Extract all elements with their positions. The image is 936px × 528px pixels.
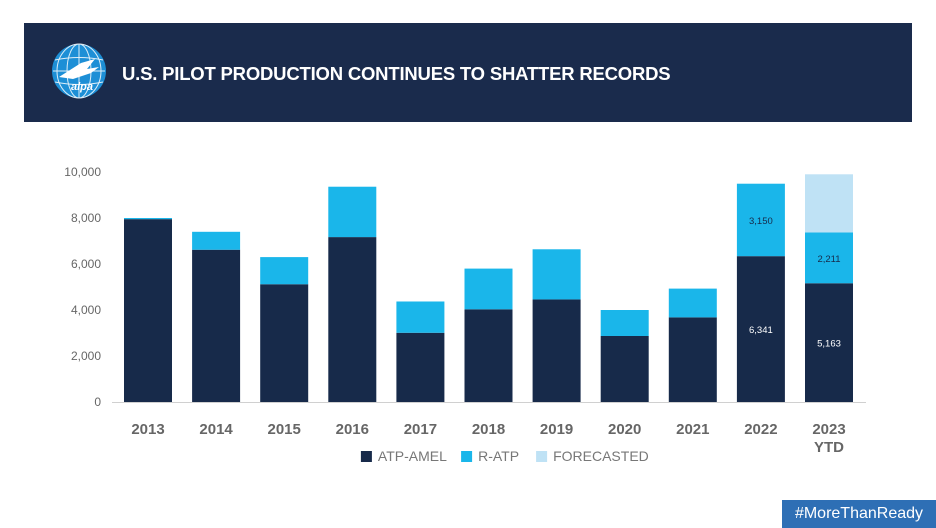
bar-r-atp (328, 186, 377, 238)
bar-atp-amel (464, 309, 513, 402)
x-category-label: 2021 (676, 421, 709, 438)
legend-label: FORECASTED (553, 448, 649, 464)
bar-r-atp (532, 249, 581, 300)
x-category-label: 2019 (540, 421, 573, 438)
title-banner: alpa U.S. PILOT PRODUCTION CONTINUES TO … (24, 23, 912, 122)
alpa-logo-icon: alpa (52, 43, 106, 99)
legend-label: R-ATP (478, 448, 519, 464)
data-label: 3,150 (749, 216, 773, 227)
legend-swatch (461, 451, 473, 462)
legend-label: ATP-AMEL (378, 448, 447, 464)
bar-r-atp (600, 310, 649, 336)
bar-forecasted (805, 174, 853, 233)
y-tick-label: 10,000 (64, 165, 101, 179)
bar-atp-amel (532, 299, 581, 402)
logo-text: alpa (71, 81, 93, 93)
bar-r-atp (805, 232, 853, 284)
bar-atp-amel (668, 317, 717, 402)
bar-atp-amel (396, 332, 445, 402)
bar-atp-amel (192, 249, 241, 402)
bar-atp-amel (600, 335, 649, 402)
x-category-label: 2022 (744, 421, 777, 438)
bar-r-atp (260, 257, 309, 285)
bar-r-atp (124, 218, 172, 220)
data-label: 6,341 (749, 325, 773, 336)
bar-r-atp (396, 301, 445, 333)
y-tick-label: 4,000 (71, 303, 101, 317)
bar-atp-amel (736, 256, 785, 402)
bar-atp-amel (124, 219, 172, 402)
data-label: 2,211 (817, 254, 840, 265)
bar-atp-amel (805, 283, 853, 402)
x-category-label: 2023 (812, 421, 845, 438)
y-tick-label: 0 (94, 395, 101, 409)
x-category-label: 2015 (268, 421, 301, 438)
bar-r-atp (668, 288, 717, 318)
page-title: U.S. PILOT PRODUCTION CONTINUES TO SHATT… (122, 63, 671, 84)
y-tick-label: 8,000 (71, 211, 101, 225)
legend-swatch (536, 451, 548, 462)
hashtag-badge: #MoreThanReady (782, 500, 936, 528)
y-tick-label: 6,000 (71, 257, 101, 271)
x-category-label: 2016 (336, 421, 369, 438)
x-category-label: 2013 (131, 421, 164, 438)
bar-atp-amel (260, 284, 309, 402)
bar-r-atp (464, 268, 513, 310)
data-label: 5,163 (817, 339, 841, 350)
bar-atp-amel (328, 237, 377, 402)
bar-r-atp (736, 183, 785, 257)
x-category-label: 2017 (404, 421, 437, 438)
x-category-label: 2018 (472, 421, 505, 438)
x-category-label: 2014 (199, 421, 233, 438)
legend-swatch (360, 451, 372, 462)
bar-r-atp (192, 231, 241, 250)
x-category-label: YTD (814, 439, 844, 456)
x-category-label: 2020 (608, 421, 641, 438)
y-tick-label: 2,000 (71, 349, 101, 363)
